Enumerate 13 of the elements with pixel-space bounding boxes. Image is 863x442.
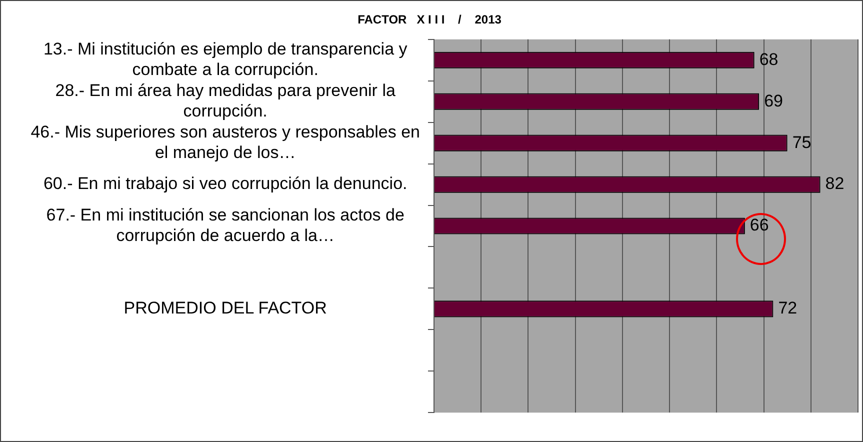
data-label: 72 <box>778 298 798 318</box>
y-tick-label: PROMEDIO DEL FACTOR <box>124 298 327 318</box>
data-label: 69 <box>764 91 783 110</box>
data-label: 82 <box>825 174 844 194</box>
data-label: 75 <box>792 132 812 152</box>
chart-title: FACTOR X I I I / 2013 <box>358 12 502 27</box>
y-tick-label: 28.- En mi área hay medidas para prevenir la corrupción. <box>55 81 396 120</box>
data-label: 66 <box>750 216 769 235</box>
y-tick-label: 67.- En mi institución se sancionan los actos de corrupción de acuerdo a la… <box>46 205 404 245</box>
data-label: 68 <box>759 50 778 69</box>
y-tick-label: 46.- Mis superiores son austeros y responsables en el manejo de los… <box>30 122 420 162</box>
y-tick-label: 60.- En mi trabajo si veo corrupción la denuncio. <box>43 174 408 194</box>
y-tick-label: 13.- Mi institución es ejemplo de transparencia y combate a la corrupción. <box>43 40 408 80</box>
